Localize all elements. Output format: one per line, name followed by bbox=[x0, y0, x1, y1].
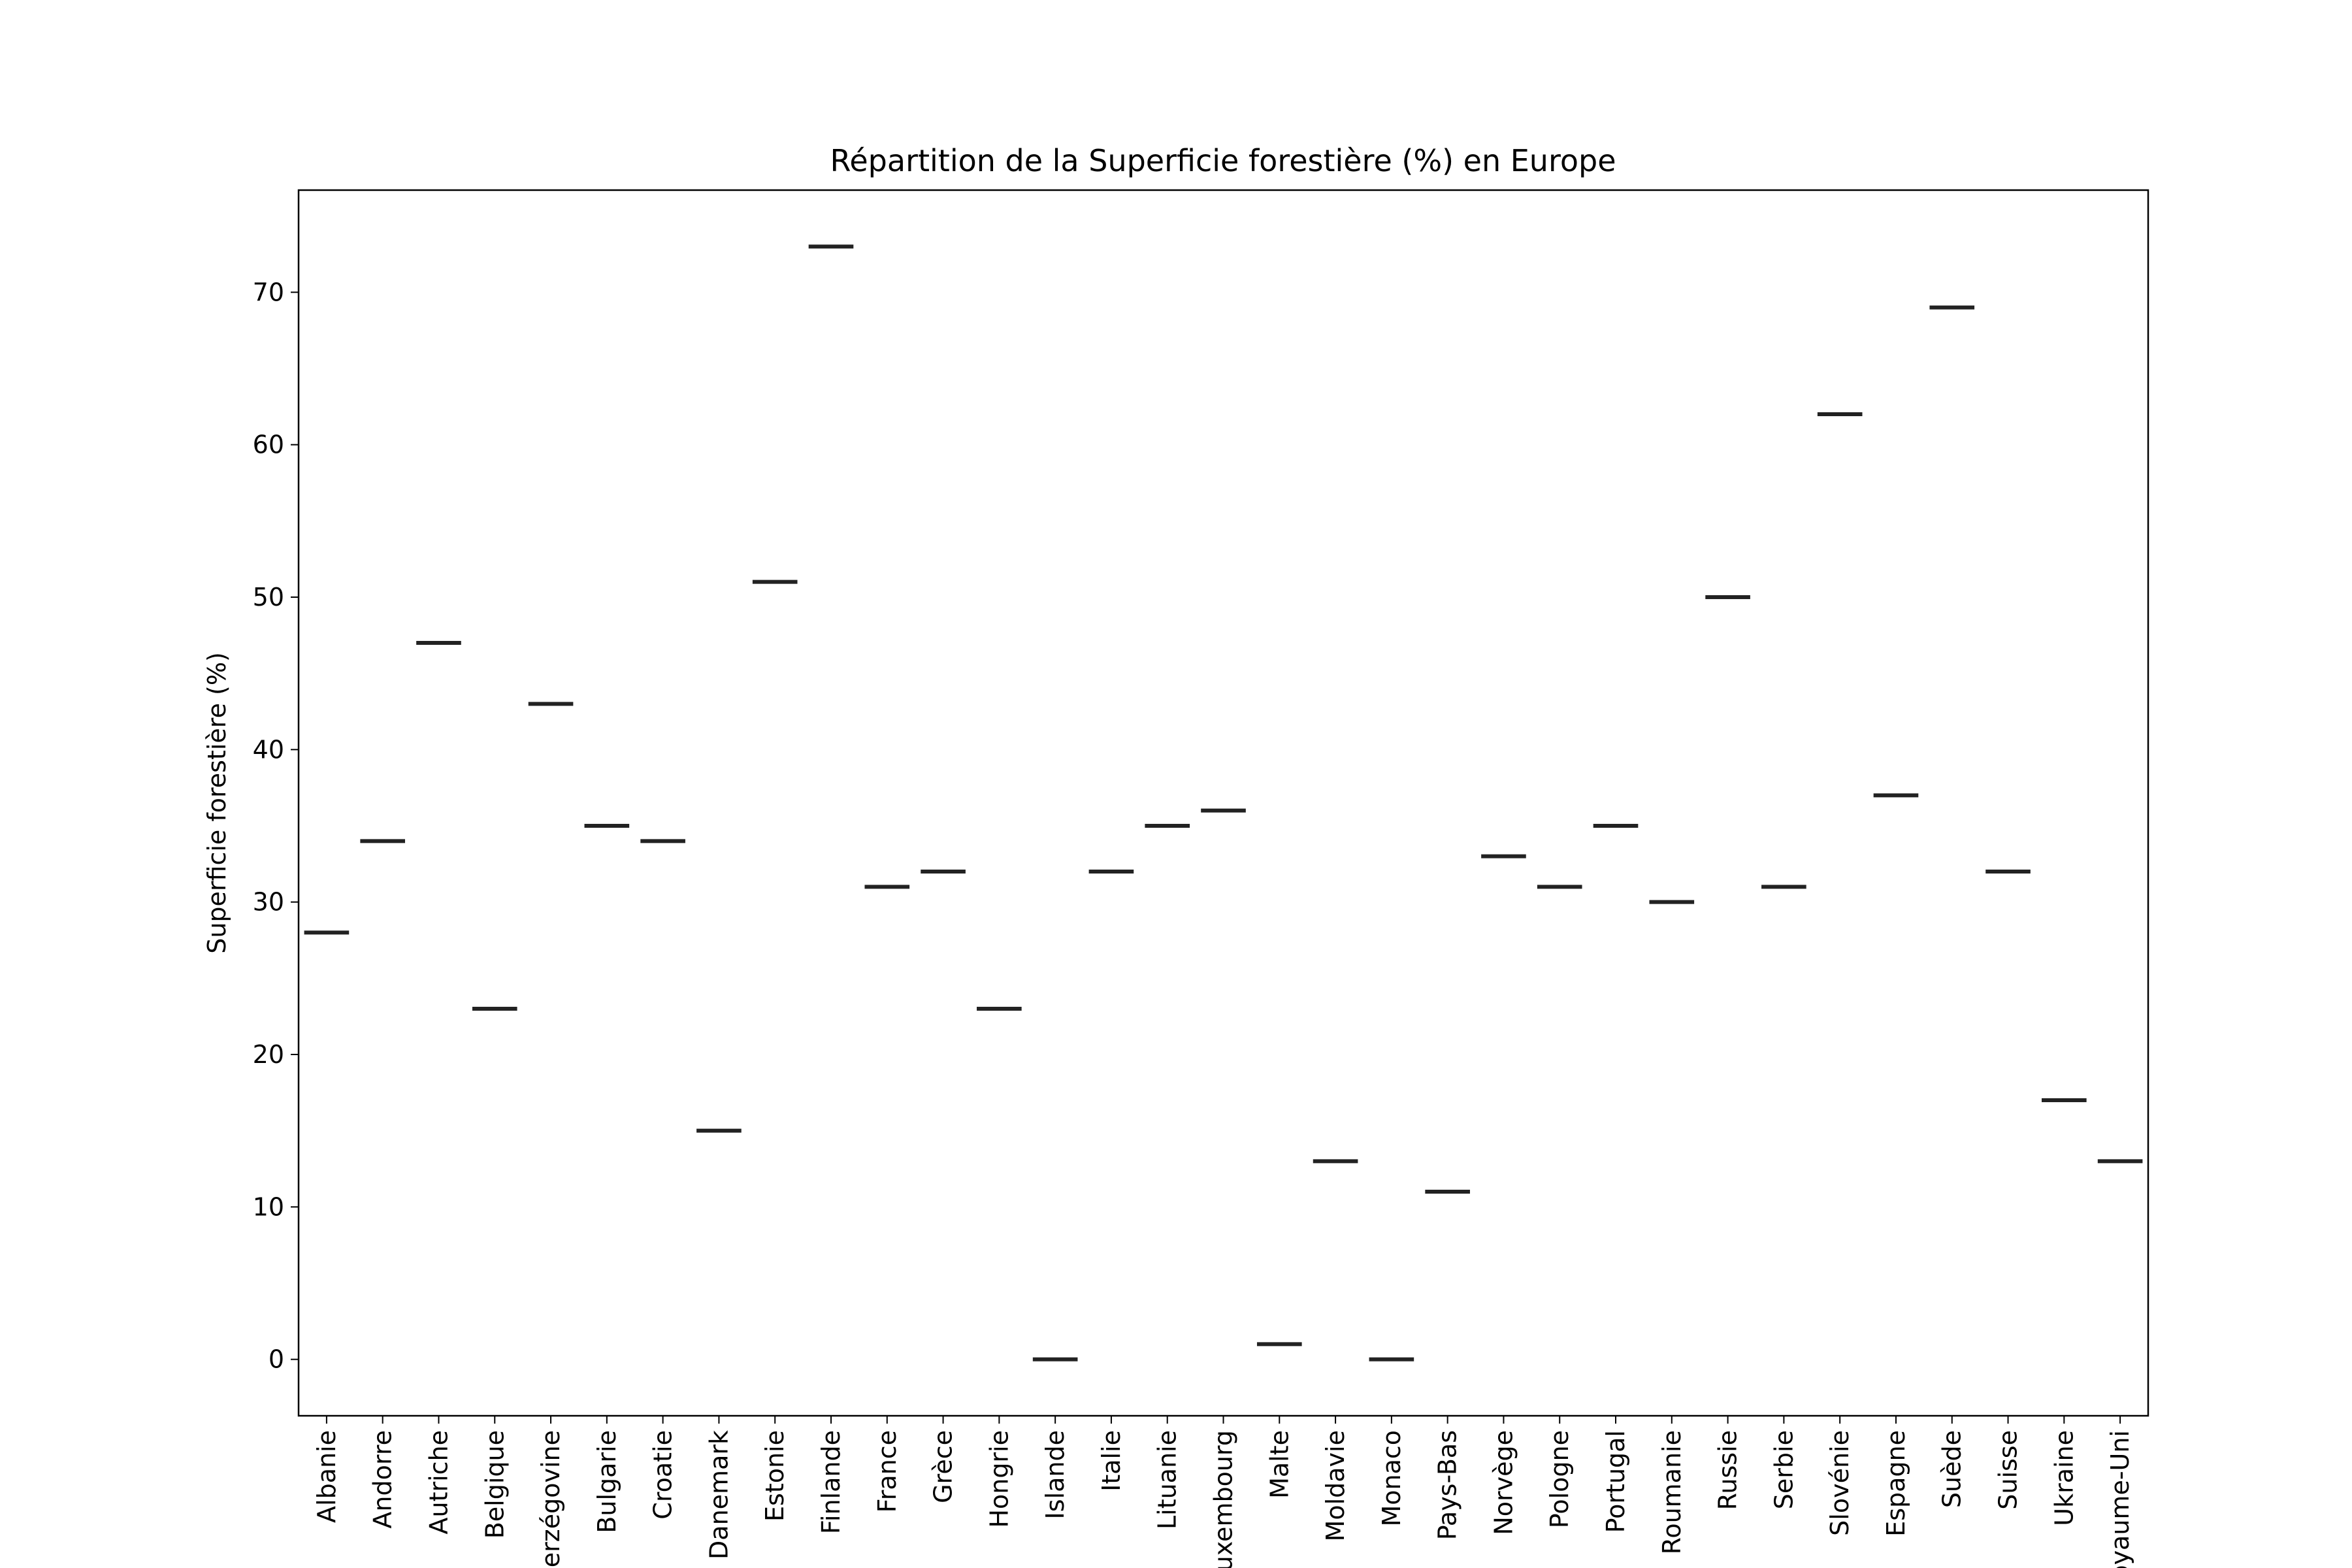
x-tick-label: Pays-Bas bbox=[1433, 1430, 1462, 1540]
x-tick-label: Islande bbox=[1041, 1430, 1070, 1519]
y-tick-label: 60 bbox=[253, 431, 284, 459]
x-tick-label: Norvège bbox=[1489, 1430, 1518, 1535]
y-tick-label: 0 bbox=[269, 1345, 284, 1374]
y-tick-label: 50 bbox=[253, 583, 284, 612]
y-tick-label: 10 bbox=[253, 1192, 284, 1221]
x-tick-label: Portugal bbox=[1601, 1430, 1630, 1533]
x-tick-label: Andorre bbox=[368, 1430, 397, 1529]
x-tick-label: Italie bbox=[1097, 1430, 1126, 1492]
x-tick-label: Ukraine bbox=[2050, 1430, 2078, 1526]
x-tick-label: Finlande bbox=[817, 1430, 845, 1534]
x-tick-label: Serbie bbox=[1769, 1430, 1798, 1509]
plot-frame bbox=[297, 189, 2149, 1417]
x-tick-label: Bosnie-Herzégovine bbox=[536, 1430, 565, 1568]
y-tick-label: 30 bbox=[253, 888, 284, 917]
x-tick-label: Albanie bbox=[312, 1430, 341, 1523]
x-tick-label: Danemark bbox=[704, 1430, 733, 1560]
y-tick-label: 40 bbox=[253, 735, 284, 764]
x-tick-label: Bulgarie bbox=[593, 1430, 621, 1533]
y-tick-label: 20 bbox=[253, 1040, 284, 1069]
x-tick-label: Grèce bbox=[929, 1430, 958, 1503]
y-axis-label: Superficie forestière (%) bbox=[203, 652, 231, 954]
x-tick-label: Suède bbox=[1938, 1430, 1967, 1508]
x-tick-label: Belgique bbox=[480, 1430, 509, 1539]
x-tick-label: Lituanie bbox=[1153, 1430, 1182, 1529]
x-tick-label: Monaco bbox=[1377, 1430, 1406, 1527]
x-tick-label: Hongrie bbox=[985, 1430, 1013, 1528]
x-tick-label: Malte bbox=[1265, 1430, 1294, 1499]
x-tick-label: Roumanie bbox=[1658, 1430, 1686, 1554]
x-tick-label: Suisse bbox=[1994, 1430, 2023, 1510]
x-tick-label: Moldavie bbox=[1321, 1430, 1350, 1541]
x-tick-label: Luxembourg bbox=[1209, 1430, 1238, 1568]
y-tick-label: 70 bbox=[253, 278, 284, 306]
x-tick-label: Russie bbox=[1714, 1430, 1742, 1510]
x-tick-label: Croatie bbox=[649, 1430, 678, 1520]
x-tick-label: Espagne bbox=[1882, 1430, 1910, 1537]
x-tick-label: France bbox=[873, 1430, 902, 1512]
x-tick-label: Estonie bbox=[760, 1430, 789, 1522]
x-tick-label: Royaume-Uni bbox=[2106, 1430, 2134, 1568]
x-tick-label: Autriche bbox=[424, 1430, 453, 1535]
x-tick-label: Pologne bbox=[1545, 1430, 1574, 1528]
chart-title: Répartition de la Superficie forestière … bbox=[830, 143, 1616, 178]
x-tick-label: Slovénie bbox=[1825, 1430, 1854, 1536]
